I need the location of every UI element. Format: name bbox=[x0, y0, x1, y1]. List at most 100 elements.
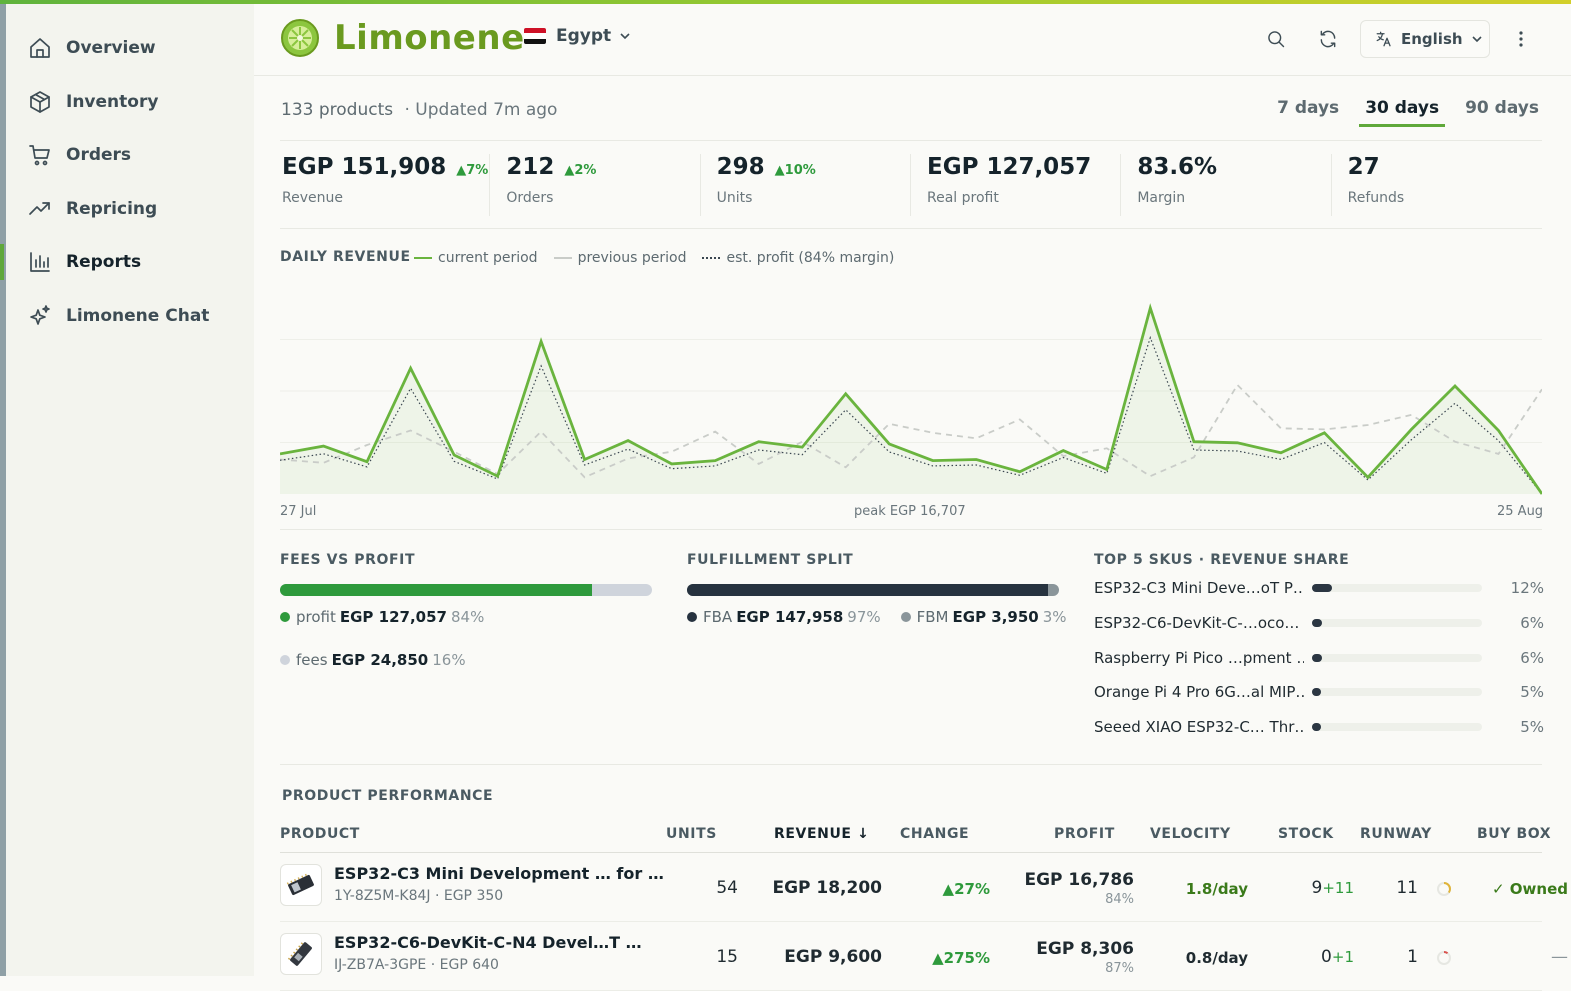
data-point-current[interactable] bbox=[798, 443, 806, 451]
runway-cell: 11 bbox=[1396, 878, 1418, 898]
tab-90-days[interactable]: 90 days bbox=[1465, 98, 1539, 118]
sku-row[interactable]: Orange Pi 4 Pro 6G…al MIP… 5% bbox=[1094, 675, 1544, 709]
data-point-current[interactable] bbox=[1364, 473, 1372, 481]
stock-inbound: +1 bbox=[1331, 948, 1354, 966]
divider bbox=[280, 764, 1542, 765]
data-point-current[interactable] bbox=[668, 460, 676, 468]
data-point-current[interactable] bbox=[1277, 449, 1285, 457]
brand-name: Limonene bbox=[334, 18, 525, 58]
runway-ring-track bbox=[1437, 951, 1451, 965]
language-label: English bbox=[1401, 30, 1463, 48]
data-point-current[interactable] bbox=[1103, 466, 1111, 474]
data-point-current[interactable] bbox=[755, 438, 763, 446]
home-icon bbox=[28, 36, 52, 60]
fees-pct: 16% bbox=[432, 651, 466, 669]
sku-row[interactable]: ESP32-C3 Mini Deve…oT P… 12% bbox=[1094, 571, 1544, 605]
data-point-current[interactable] bbox=[1494, 427, 1502, 435]
daily-revenue-chart[interactable] bbox=[280, 280, 1542, 498]
board-icon bbox=[280, 933, 322, 975]
sku-share-fill bbox=[1312, 619, 1323, 627]
col-velocity[interactable]: VELOCITY bbox=[1150, 826, 1231, 842]
data-point-current[interactable] bbox=[1451, 382, 1459, 390]
data-point-current[interactable] bbox=[320, 442, 328, 450]
data-point-current[interactable] bbox=[450, 451, 458, 459]
product-count: 133 products bbox=[281, 100, 394, 120]
brand-logo[interactable]: Limonene bbox=[280, 18, 525, 58]
sku-pct: 5% bbox=[1520, 718, 1544, 736]
data-point-current[interactable] bbox=[1407, 425, 1415, 433]
data-point-current[interactable] bbox=[1320, 429, 1328, 437]
sku-row[interactable]: Seeed XIAO ESP32-C… Thr… 5% bbox=[1094, 710, 1544, 744]
table-row[interactable]: ESP32-C3 Mini Development … for … 1Y-8Z5… bbox=[280, 854, 1568, 922]
kpi-delta: ▲10% bbox=[774, 163, 816, 178]
fba-dot bbox=[687, 612, 697, 622]
data-point-current[interactable] bbox=[1146, 304, 1154, 312]
sku-share-fill bbox=[1312, 723, 1321, 731]
runway-progress-icon bbox=[1437, 882, 1451, 896]
data-point-current[interactable] bbox=[929, 457, 937, 465]
velocity-cell: 0.8/day bbox=[1185, 949, 1248, 967]
change-cell: ▲27% bbox=[942, 880, 990, 898]
sidebar-item-orders[interactable]: Orders bbox=[6, 133, 254, 177]
data-point-current[interactable] bbox=[537, 337, 545, 345]
col-units[interactable]: UNITS bbox=[666, 826, 717, 842]
legend-profit[interactable]: est. profit (84% margin) bbox=[702, 250, 894, 266]
fba-pct: 97% bbox=[847, 608, 881, 626]
sidebar-item-reports[interactable]: Reports bbox=[0, 240, 254, 284]
data-point-current[interactable] bbox=[624, 437, 632, 445]
col-profit[interactable]: PROFIT bbox=[1054, 826, 1115, 842]
sidebar-item-repricing[interactable]: Repricing bbox=[6, 187, 254, 231]
data-point-current[interactable] bbox=[1059, 447, 1067, 455]
legend-current[interactable]: current period bbox=[414, 250, 538, 266]
language-selector[interactable]: English bbox=[1360, 20, 1490, 58]
chart-legend: current period previous period est. prof… bbox=[414, 250, 910, 266]
product-name[interactable]: ESP32-C6-DevKit-C-N4 Devel…T … bbox=[334, 933, 642, 952]
kpi-strip: EGP 151,908 ▲7% Revenue 212 ▲2% Orders 298… bbox=[280, 154, 1542, 216]
data-point-current[interactable] bbox=[494, 472, 502, 480]
data-point-current[interactable] bbox=[842, 390, 850, 398]
sidebar-item-overview[interactable]: Overview bbox=[6, 26, 254, 70]
country-label: Egypt bbox=[556, 26, 612, 46]
search-button[interactable] bbox=[1263, 26, 1289, 52]
legend-label: est. profit (84% margin) bbox=[726, 250, 895, 266]
x-axis-start-label: 27 Jul bbox=[280, 504, 317, 519]
peak-label: peak EGP 16,707 bbox=[854, 504, 966, 519]
sidebar-item-label: Overview bbox=[66, 38, 156, 58]
data-point-current[interactable] bbox=[885, 440, 893, 448]
col-product[interactable]: PRODUCT bbox=[280, 826, 360, 842]
col-runway[interactable]: RUNWAY bbox=[1360, 826, 1432, 842]
fbm-label: FBM bbox=[916, 608, 949, 626]
kpi-revenue: EGP 151,908 ▲7% Revenue bbox=[280, 154, 491, 216]
data-point-current[interactable] bbox=[407, 364, 415, 372]
legend-previous[interactable]: previous period bbox=[553, 250, 687, 266]
col-stock[interactable]: STOCK bbox=[1278, 826, 1334, 842]
sku-row[interactable]: ESP32-C6-DevKit-C-…oco… 6% bbox=[1094, 606, 1544, 640]
country-selector[interactable]: Egypt bbox=[524, 26, 631, 46]
refresh-button[interactable] bbox=[1315, 26, 1341, 52]
legend-label: previous period bbox=[577, 250, 687, 266]
more-menu-button[interactable] bbox=[1508, 26, 1534, 52]
tab-7-days[interactable]: 7 days bbox=[1277, 98, 1340, 118]
sku-row[interactable]: Raspberry Pi Pico …pment … 6% bbox=[1094, 641, 1544, 675]
table-row[interactable]: ESP32-C6-DevKit-C-N4 Devel…T … IJ-ZB7A-3… bbox=[280, 923, 1568, 991]
sidebar-item-inventory[interactable]: Inventory bbox=[6, 80, 254, 124]
kpi-label: Revenue bbox=[282, 190, 343, 206]
col-change[interactable]: CHANGE bbox=[900, 826, 970, 842]
tab-30-days[interactable]: 30 days bbox=[1359, 98, 1446, 127]
data-point-current[interactable] bbox=[363, 458, 371, 466]
sidebar-item-limonene-chat[interactable]: Limonene Chat bbox=[6, 294, 254, 338]
product-name[interactable]: ESP32-C3 Mini Development … for … bbox=[334, 864, 664, 883]
data-point-current[interactable] bbox=[1016, 468, 1024, 476]
data-point-current[interactable] bbox=[972, 455, 980, 463]
data-point-current[interactable] bbox=[711, 457, 719, 465]
col-revenue[interactable]: REVENUE ↓ bbox=[774, 826, 870, 842]
series-previous-line bbox=[280, 383, 1542, 479]
profit-label: profit bbox=[296, 608, 336, 626]
sidebar: Overview Inventory Orders Repricing Repo… bbox=[0, 4, 254, 976]
data-point-current[interactable] bbox=[1233, 439, 1241, 447]
profit-legend: profit EGP 127,057 84% bbox=[280, 608, 484, 626]
sku-pct: 12% bbox=[1510, 579, 1544, 597]
col-buybox[interactable]: BUY BOX bbox=[1477, 826, 1552, 842]
data-point-current[interactable] bbox=[1190, 438, 1198, 446]
data-point-current[interactable] bbox=[581, 455, 589, 463]
